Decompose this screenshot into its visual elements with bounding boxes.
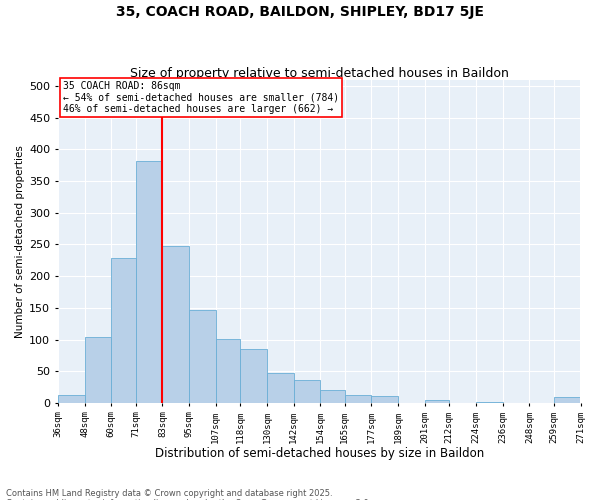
Bar: [554, 397, 581, 403]
Bar: [293, 380, 320, 403]
Bar: [111, 258, 136, 403]
Bar: [267, 373, 293, 403]
Bar: [425, 400, 449, 403]
Bar: [85, 337, 111, 403]
Bar: [371, 396, 398, 403]
Bar: [189, 310, 216, 403]
Bar: [58, 394, 85, 403]
Text: 35, COACH ROAD, BAILDON, SHIPLEY, BD17 5JE: 35, COACH ROAD, BAILDON, SHIPLEY, BD17 5…: [116, 5, 484, 19]
Bar: [345, 394, 371, 403]
Bar: [240, 349, 267, 403]
Text: Contains HM Land Registry data © Crown copyright and database right 2025.: Contains HM Land Registry data © Crown c…: [6, 488, 332, 498]
Bar: [163, 246, 189, 403]
Bar: [216, 339, 240, 403]
Bar: [476, 402, 503, 403]
Y-axis label: Number of semi-detached properties: Number of semi-detached properties: [15, 145, 25, 338]
Title: Size of property relative to semi-detached houses in Baildon: Size of property relative to semi-detach…: [130, 66, 509, 80]
Text: Contains public sector information licensed under the Open Government Licence v3: Contains public sector information licen…: [6, 498, 371, 500]
Text: 35 COACH ROAD: 86sqm
← 54% of semi-detached houses are smaller (784)
46% of semi: 35 COACH ROAD: 86sqm ← 54% of semi-detac…: [63, 81, 339, 114]
X-axis label: Distribution of semi-detached houses by size in Baildon: Distribution of semi-detached houses by …: [155, 447, 484, 460]
Bar: [136, 162, 163, 403]
Bar: [320, 390, 345, 403]
